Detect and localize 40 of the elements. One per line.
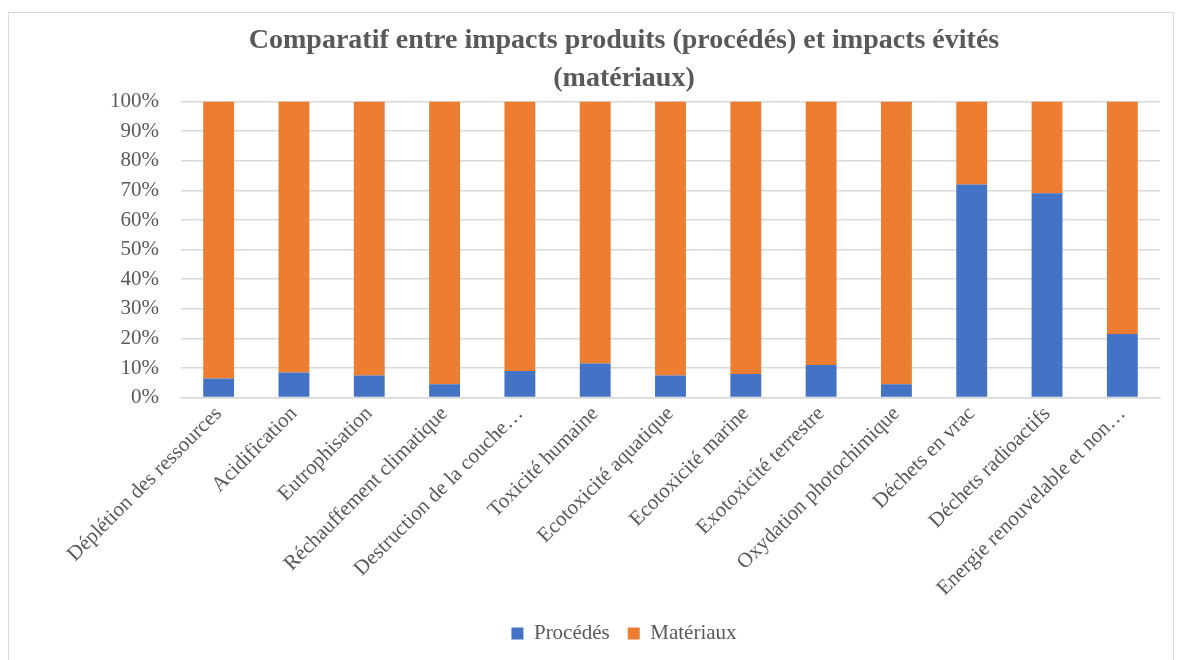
bar [880, 384, 912, 397]
y-tick-label: 90% [120, 117, 159, 142]
legend-label: Matériaux [650, 620, 738, 645]
bar [504, 101, 536, 371]
bar [805, 365, 837, 397]
bar [278, 372, 310, 397]
bar [353, 375, 385, 397]
y-tick-label: 20% [120, 324, 159, 349]
y-tick-label: 30% [120, 295, 159, 320]
bar [579, 101, 611, 364]
bar [504, 370, 536, 397]
bar [278, 101, 310, 373]
bar [1031, 101, 1063, 194]
bar [429, 384, 461, 397]
bar [655, 101, 686, 376]
bar [1106, 101, 1138, 334]
bar [429, 101, 461, 385]
bar [1106, 333, 1138, 397]
bar [805, 101, 837, 366]
bar [880, 101, 912, 385]
y-tick-label: 10% [120, 354, 159, 379]
y-tick-label: 70% [120, 176, 159, 201]
y-tick-label: 0% [130, 384, 159, 409]
y-tick-label: 80% [120, 147, 159, 172]
y-tick-label: 60% [120, 206, 159, 231]
bar [730, 101, 762, 374]
legend-label: Procédés [533, 620, 610, 645]
bar [353, 101, 385, 376]
bar [730, 373, 762, 397]
y-tick-label: 40% [120, 265, 159, 290]
y-tick-label: 100% [109, 88, 159, 113]
bar [655, 375, 686, 397]
bar [203, 378, 235, 397]
bar [579, 363, 611, 397]
bar [956, 184, 988, 397]
bar [203, 101, 235, 379]
y-tick-label: 50% [120, 236, 159, 261]
chart-title: Comparatif entre impacts produits (procédés) et impacts évités (matériaux) [248, 23, 1000, 92]
bar [1031, 193, 1063, 397]
bar [956, 101, 988, 185]
